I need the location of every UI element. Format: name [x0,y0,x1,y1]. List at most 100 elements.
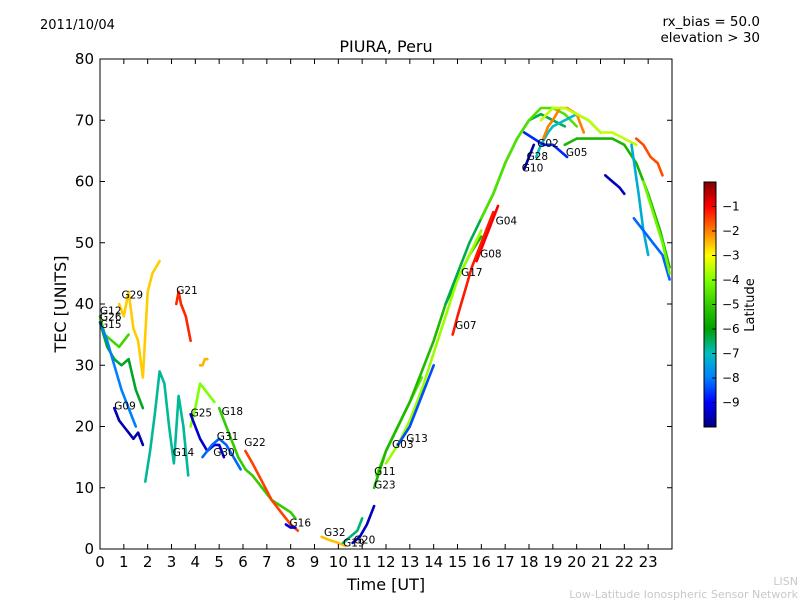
y-tick-label: 60 [75,173,94,191]
series-g10 [522,143,536,171]
series-g05 [522,131,569,159]
series-g-a [539,106,638,147]
sat-label-g12: G12 [100,305,122,317]
series-g25b [198,357,209,367]
x-axis-label: Time [UT] [346,575,425,594]
sat-label-g04: G04 [496,215,518,227]
x-tick-label: 1 [119,553,129,571]
y-tick-label: 30 [75,356,94,374]
x-tick-label: 2 [143,553,153,571]
sat-label-g03: G03 [392,439,414,451]
colorbar-tick-label: −6 [722,322,740,336]
colorbar-tick-label: −9 [722,396,740,410]
sat-label-g21: G21 [176,285,198,297]
series-g-c [603,174,626,196]
x-tick-label: 10 [329,553,348,571]
sat-label-g16: G16 [290,517,312,529]
x-tick-label: 17 [496,553,515,571]
x-tick-label: 13 [400,553,419,571]
sat-label-g31: G31 [217,431,239,443]
colorbar-ticks: −1 −2 −3 −4 −5 −6 −7 −8 −9 [712,200,740,410]
series-g26 [98,321,138,428]
series-g03 [384,229,483,465]
sat-label-g25: G25 [191,408,213,420]
series-g29 [117,259,161,379]
colorbar-tick-label: −5 [722,298,740,312]
series-g14 [144,370,190,483]
sat-label-g28: G28 [527,151,549,163]
series-g15 [98,321,145,410]
x-tick-label: 18 [519,553,538,571]
x-tick-label: 14 [424,553,443,571]
y-axis-label: TEC [UNITS] [51,256,70,354]
series-g25 [189,382,216,428]
colorbar: −1 −2 −3 −4 −5 −6 −7 −8 −9 Latitude [703,181,758,428]
x-tick-label: 6 [238,553,248,571]
elevation-label: elevation > 30 [660,30,760,46]
y-tick-label: 0 [84,540,94,558]
series-g22 [244,449,300,532]
colorbar-tick-label: −7 [722,347,740,361]
series-g07 [451,210,495,336]
sat-label-g07: G07 [455,320,477,332]
sat-label-g30: G30 [213,447,235,459]
colorbar-label: Latitude [743,278,758,332]
credit-network: Low-Latitude Ionospheric Sensor Network [569,588,798,601]
sat-label-g10: G10 [522,163,544,175]
x-tick-label: 0 [95,553,105,571]
series-layer [98,106,671,548]
x-tick-label: 7 [262,553,272,571]
x-axis: 0 1 2 3 4 5 6 7 8 9 10 11 12 13 14 15 16 17 18 19 20 21 22 23 [95,59,658,571]
series-g18 [217,406,297,520]
sat-label-g18: G18 [222,406,244,418]
y-tick-label: 70 [75,111,94,129]
y-tick-label: 10 [75,479,94,497]
x-tick-label: 8 [286,553,296,571]
series-g-f [632,217,671,281]
series-g32 [320,535,347,548]
colorbar-tick-label: −1 [722,200,740,214]
sat-label-g20: G20 [354,535,376,547]
credit-acronym: LISN [773,575,798,588]
sat-label-g11: G11 [374,466,396,478]
series-g04 [479,106,579,220]
colorbar-tick-label: −2 [722,224,740,238]
series-g08 [475,204,500,263]
x-tick-label: 3 [167,553,177,571]
series-g19 [341,517,364,545]
credit-block: LISN Low-Latitude Ionospheric Sensor Net… [569,575,798,601]
x-tick-label: 15 [448,553,467,571]
y-tick-label: 50 [75,234,94,252]
x-tick-label: 5 [214,553,224,571]
y-tick-label: 80 [75,50,94,68]
date-label: 2011/10/04 [40,18,115,33]
colorbar-tick-label: −3 [722,249,740,263]
sat-label-g14: G14 [173,447,195,459]
sat-label-g08: G08 [480,248,502,260]
chart-title: PIURA, Peru [339,37,432,56]
series-g21 [175,290,192,343]
y-tick-label: 20 [75,418,94,436]
y-axis: 0 10 20 30 40 50 60 70 80 [75,50,672,558]
series-g-g [642,180,671,275]
x-tick-label: 16 [472,553,491,571]
series-g-e [630,143,650,257]
sat-label-g29: G29 [122,290,144,302]
series-g09 [113,406,145,447]
colorbar-tick-label: −4 [722,273,740,287]
sat-label-g13: G13 [406,433,428,445]
x-tick-label: 9 [310,553,320,571]
sat-label-g15: G15 [100,319,122,331]
plot-parameters: rx_bias = 50.0 elevation > 30 [660,14,760,46]
colorbar-tick-label: −8 [722,371,740,385]
x-tick-label: 21 [591,553,610,571]
x-tick-label: 11 [353,553,372,571]
sat-label-g17: G17 [461,267,483,279]
x-tick-label: 22 [615,553,634,571]
sat-label-g02: G02 [537,138,559,150]
sat-label-g19: G19 [343,538,365,550]
series-g16 [284,523,297,529]
x-tick-label: 20 [567,553,586,571]
